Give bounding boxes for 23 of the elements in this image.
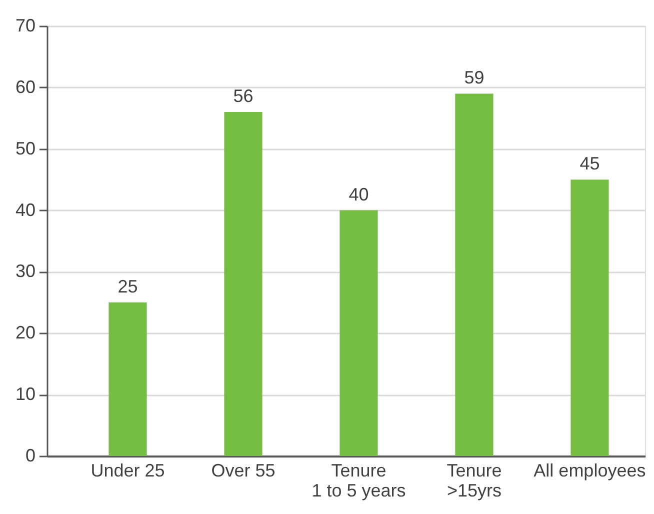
data-label: 59 bbox=[464, 68, 484, 88]
x-tick-label: All employees bbox=[534, 460, 646, 480]
y-tick-label: 70 bbox=[15, 16, 36, 36]
bar bbox=[340, 210, 378, 456]
data-label: 45 bbox=[580, 154, 600, 174]
x-tick-label: Tenure >15yrs bbox=[446, 460, 502, 500]
y-tick-label: 40 bbox=[15, 200, 36, 220]
y-tick-label: 50 bbox=[15, 138, 36, 158]
bar bbox=[570, 180, 609, 456]
y-tick-label: 10 bbox=[15, 384, 36, 404]
x-tick-label: Under 25 bbox=[90, 460, 165, 480]
data-label: 40 bbox=[348, 184, 369, 204]
x-tick-label: Tenure 1 to 5 years bbox=[312, 460, 406, 500]
bar bbox=[108, 302, 147, 456]
y-tick-label: 0 bbox=[25, 446, 36, 466]
bar bbox=[224, 112, 262, 456]
bar bbox=[455, 94, 494, 456]
y-tick-label: 60 bbox=[15, 76, 36, 97]
x-tick-label: Over 55 bbox=[211, 460, 276, 480]
data-label: 25 bbox=[118, 276, 138, 296]
y-tick-label: 20 bbox=[15, 322, 36, 343]
y-tick-label: 30 bbox=[15, 261, 36, 282]
data-label: 56 bbox=[233, 86, 254, 106]
